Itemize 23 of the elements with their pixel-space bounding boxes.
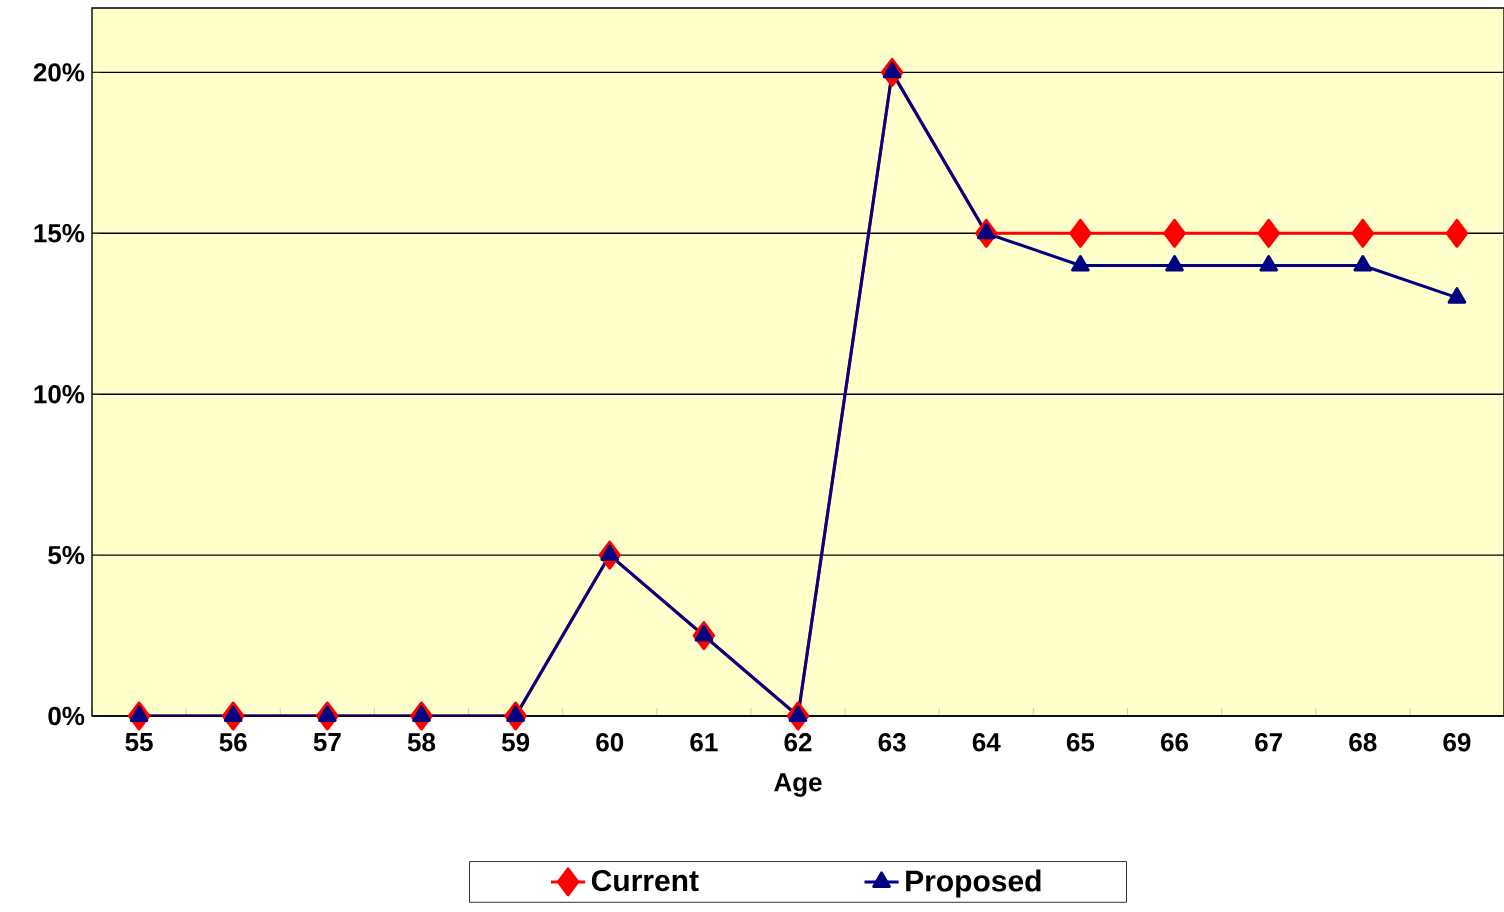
y-tick-label: 15% <box>34 224 85 243</box>
y-tick-label: 0% <box>48 706 85 726</box>
x-tick-label: 55 <box>125 733 153 752</box>
legend-label: Current <box>591 869 699 892</box>
x-tick-label: 57 <box>313 733 341 752</box>
x-tick-label: 62 <box>784 733 812 752</box>
legend-label: Proposed <box>906 869 1041 898</box>
x-tick-label: 65 <box>1066 733 1095 752</box>
x-tick-label: 64 <box>972 733 1001 752</box>
x-tick-label: 69 <box>1443 733 1471 752</box>
y-tick-label: 20% <box>33 63 85 82</box>
x-tick-label: 56 <box>219 733 247 752</box>
x-tick-label: 58 <box>407 733 436 752</box>
x-tick-label: 67 <box>1255 733 1283 752</box>
x-tick-label: 66 <box>1161 733 1189 752</box>
x-tick-label: 61 <box>690 733 718 752</box>
x-tick-label: 63 <box>878 733 906 752</box>
y-tick-label: 5% <box>48 545 85 565</box>
x-tick-label: 60 <box>596 733 624 752</box>
y-tick-label: 10% <box>34 384 85 404</box>
x-axis-title: Age <box>774 773 822 797</box>
x-tick-label: 68 <box>1349 733 1377 752</box>
x-tick-label: 59 <box>501 733 530 752</box>
